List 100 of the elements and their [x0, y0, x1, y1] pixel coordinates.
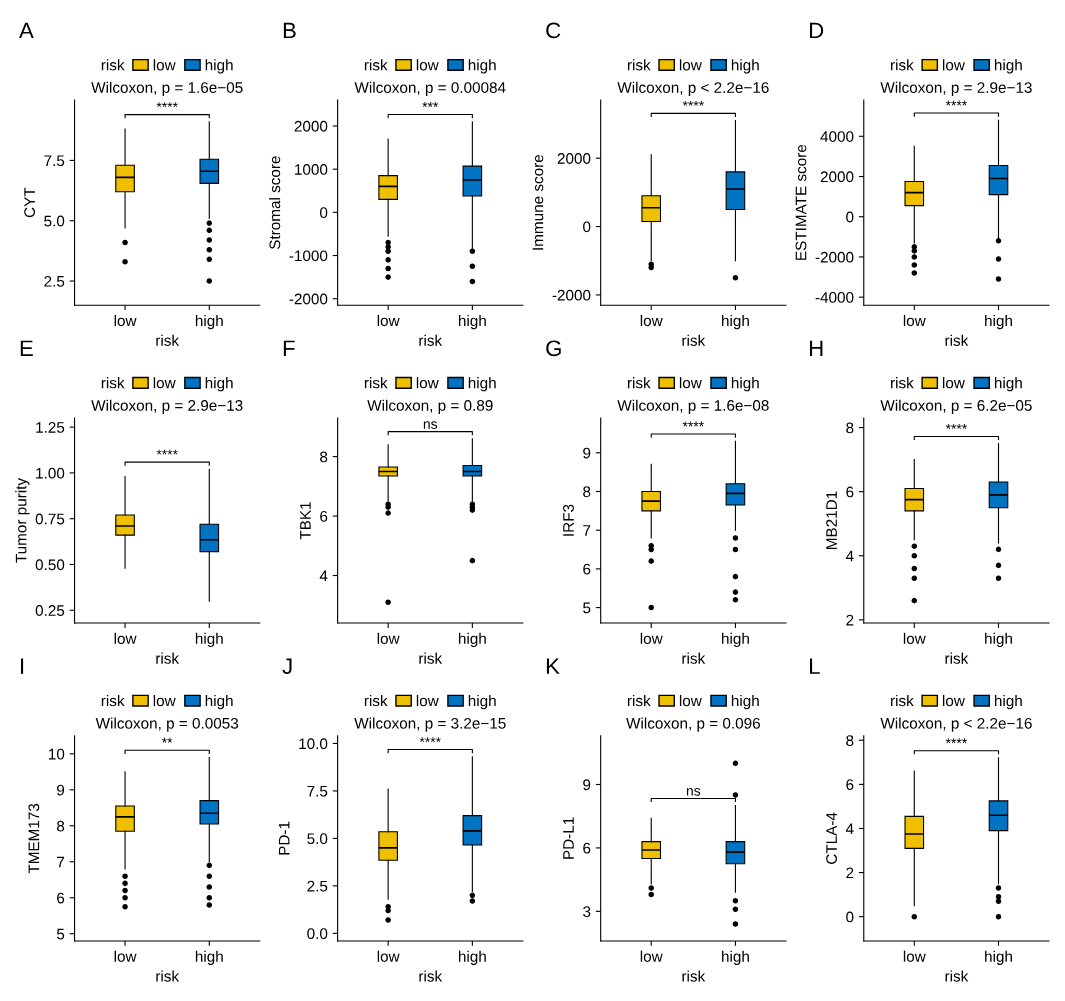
y-tick-label: 8: [320, 451, 328, 463]
y-tick-label: 6: [583, 563, 591, 575]
x-tick-label: low: [640, 950, 663, 962]
y-tick-label: 5: [583, 602, 591, 614]
legend-title: risk: [891, 695, 914, 707]
x-tick-label: high: [985, 632, 1012, 648]
x-tick-label: high: [458, 950, 486, 965]
y-tick-label: 7.5: [44, 155, 65, 167]
y-tick-label: 2000: [820, 171, 854, 183]
y-tick-label: 0: [846, 911, 854, 923]
chart-subtitle: Wilcoxon, p < 2.2e−16: [617, 81, 769, 96]
x-tick-label: low: [903, 314, 926, 327]
annotation: ****: [945, 100, 967, 106]
y-tick-label: 6: [846, 779, 854, 791]
y-tick-label: 2: [846, 867, 854, 879]
annotation: ****: [682, 421, 704, 427]
legend-title: risk: [627, 695, 651, 707]
x-tick-label: high: [722, 950, 749, 965]
y-tick-label: 0: [320, 207, 328, 219]
x-tick-label: low: [640, 632, 663, 645]
x-tick-label: low: [377, 314, 400, 327]
x-axis-title: risk: [419, 334, 443, 346]
y-axis-title: IRF3: [563, 504, 574, 536]
x-axis-title: risk: [682, 652, 706, 664]
legend-label: low: [416, 377, 439, 389]
x-axis-title: risk: [156, 970, 180, 982]
legend-title: risk: [101, 695, 125, 707]
y-tick-label: -2000: [289, 293, 328, 305]
x-tick-label: high: [985, 314, 1012, 330]
legend-label: high: [205, 695, 233, 710]
legend-label: high: [994, 695, 1022, 710]
y-tick-label: 1.25: [36, 422, 65, 433]
chart-title: H: [810, 340, 823, 356]
x-tick-label: high: [722, 632, 749, 648]
chart-title: E: [20, 340, 33, 356]
legend-label: low: [153, 59, 176, 71]
legend-title: risk: [891, 377, 914, 389]
chart-title: D: [810, 22, 824, 39]
y-tick-label: 7: [57, 856, 65, 868]
chart-title: A: [19, 22, 34, 39]
chart-title: K: [546, 658, 560, 674]
y-tick-label: 10.0: [299, 738, 328, 750]
y-axis-title: MB21D1: [826, 491, 837, 549]
y-tick-label: 7.5: [307, 785, 328, 797]
chart-subtitle: Wilcoxon, p = 0.096: [626, 717, 760, 732]
x-tick-label: high: [195, 314, 223, 330]
y-axis-title: TMEM173: [28, 803, 40, 874]
y-tick-label: 2: [846, 614, 854, 626]
legend-label: low: [942, 695, 965, 707]
y-tick-label: 0: [846, 211, 854, 223]
chart-subtitle: Wilcoxon, p = 0.89: [367, 399, 493, 414]
chart-subtitle: Wilcoxon, p < 2.2e−16: [880, 717, 1032, 732]
chart-subtitle: Wilcoxon, p = 1.6e−08: [617, 399, 769, 414]
legend-label: high: [468, 377, 496, 392]
chart-subtitle: Wilcoxon, p = 1.6e−05: [91, 81, 243, 96]
legend-title: risk: [101, 59, 125, 71]
y-tick-label: 2000: [294, 120, 328, 132]
x-axis-title: risk: [419, 652, 443, 664]
y-axis-title: Tumor purity: [15, 477, 30, 563]
legend-label: low: [416, 695, 439, 707]
x-tick-label: high: [458, 314, 486, 330]
legend-label: low: [153, 695, 176, 707]
y-tick-label: 2.5: [307, 880, 328, 892]
legend-label: high: [468, 695, 496, 710]
y-tick-label: 10: [49, 748, 65, 760]
y-tick-label: 5: [56, 928, 65, 940]
y-axis-title: PD-1: [278, 821, 290, 855]
y-tick-label: 9: [583, 779, 591, 791]
legend-label: high: [205, 59, 233, 74]
x-axis-title: risk: [945, 334, 969, 346]
y-tick-label: 8: [846, 735, 854, 746]
chart-subtitle: Wilcoxon, p = 0.0053: [95, 717, 239, 732]
legend-label: high: [731, 695, 759, 710]
y-tick-label: 8: [846, 422, 854, 434]
y-tick-label: 0.0: [307, 928, 328, 940]
x-tick-label: low: [114, 632, 137, 645]
legend-title: risk: [891, 59, 914, 71]
y-tick-label: -2000: [815, 251, 854, 263]
y-tick-label: 8: [583, 486, 591, 498]
x-axis-title: risk: [156, 334, 180, 346]
legend-title: risk: [627, 377, 651, 389]
y-tick-label: -4000: [815, 292, 854, 303]
y-tick-label: 4000: [820, 131, 854, 142]
x-axis-title: risk: [945, 652, 969, 664]
legend-label: low: [679, 59, 702, 71]
y-tick-label: 7: [583, 525, 591, 536]
y-tick-label: 6: [320, 510, 328, 522]
x-tick-label: high: [458, 632, 486, 648]
annotation: ****: [945, 424, 967, 429]
x-tick-label: low: [903, 950, 926, 962]
legend-label: high: [994, 377, 1022, 392]
y-tick-label: 0.50: [35, 559, 65, 571]
legend-label: low: [416, 59, 439, 71]
y-tick-label: 8: [57, 820, 65, 832]
legend-label: high: [205, 377, 233, 392]
y-tick-label: 9: [583, 447, 591, 459]
chart-subtitle: Wilcoxon, p = 3.2e−15: [354, 717, 506, 732]
y-tick-label: 2.5: [44, 275, 65, 287]
legend-title: risk: [364, 695, 388, 707]
y-tick-label: 6: [583, 842, 591, 854]
